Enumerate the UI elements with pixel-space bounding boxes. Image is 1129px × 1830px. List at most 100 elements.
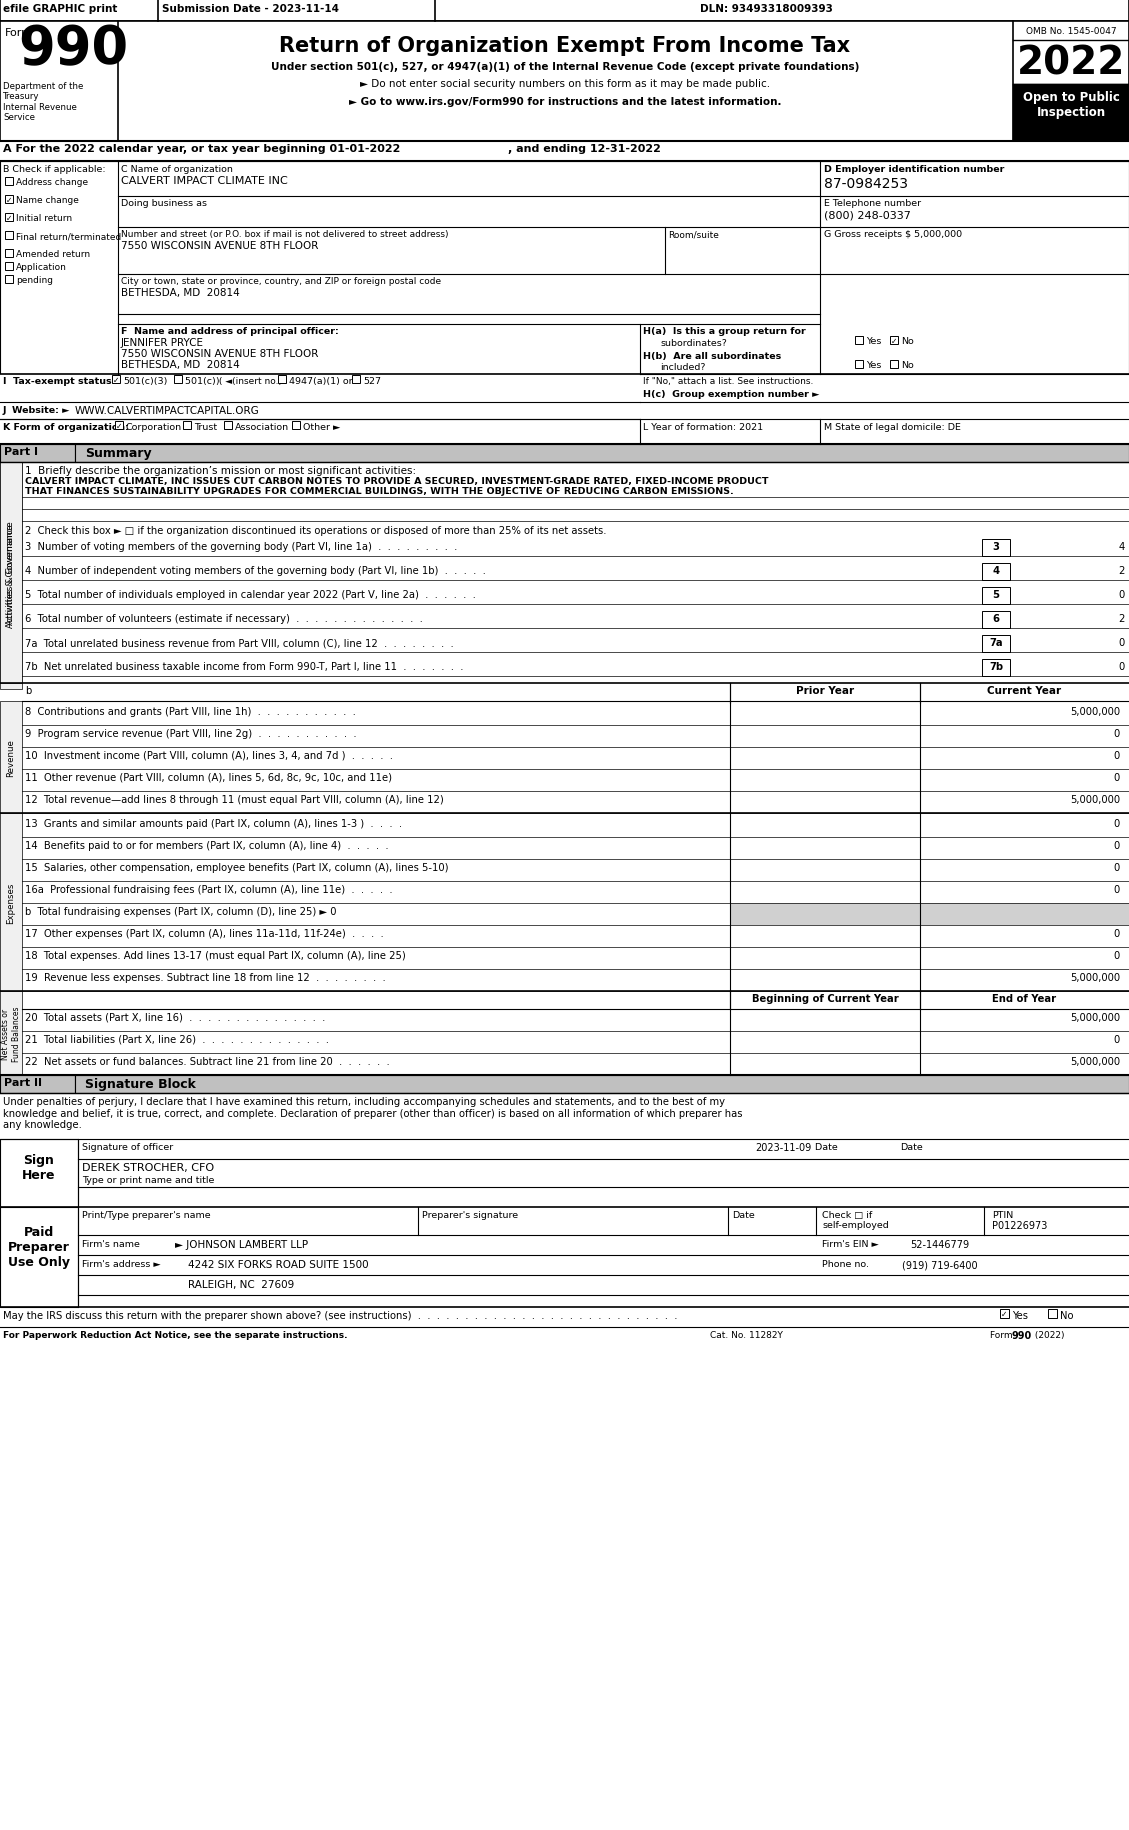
- Text: Form: Form: [990, 1330, 1015, 1340]
- Bar: [1013, 84, 1129, 143]
- Text: 11  Other revenue (Part VIII, column (A), lines 5, 6d, 8c, 9c, 10c, and 11e): 11 Other revenue (Part VIII, column (A),…: [25, 772, 392, 783]
- Bar: [0, 445, 75, 463]
- Text: Expenses: Expenses: [7, 882, 16, 922]
- Text: H(c)  Group exemption number ►: H(c) Group exemption number ►: [644, 390, 820, 399]
- Text: ✓: ✓: [6, 196, 12, 205]
- Bar: [5, 264, 14, 271]
- Bar: [0, 992, 21, 1076]
- Text: 87-0984253: 87-0984253: [824, 178, 908, 190]
- Bar: [0, 463, 21, 690]
- Text: Name change: Name change: [16, 196, 79, 205]
- Text: Association: Association: [235, 423, 289, 432]
- Text: BETHESDA, MD  20814: BETHESDA, MD 20814: [121, 361, 239, 370]
- Text: 0: 0: [1113, 728, 1120, 739]
- Text: Part II: Part II: [5, 1078, 42, 1087]
- Text: H(a)  Is this a group return for: H(a) Is this a group return for: [644, 328, 806, 337]
- Text: Phone no.: Phone no.: [822, 1259, 869, 1268]
- Bar: [0, 161, 1129, 375]
- Text: 2  Check this box ► □ if the organization discontinued its operations or dispose: 2 Check this box ► □ if the organization…: [25, 525, 606, 536]
- Text: Signature of officer: Signature of officer: [82, 1142, 173, 1151]
- Text: Yes: Yes: [866, 361, 882, 370]
- Bar: [0, 1140, 78, 1208]
- Text: L Year of formation: 2021: L Year of formation: 2021: [644, 423, 763, 432]
- Text: (919) 719-6400: (919) 719-6400: [902, 1259, 978, 1270]
- Text: pending: pending: [16, 276, 53, 285]
- Text: 16a  Professional fundraising fees (Part IX, column (A), line 11e)  .  .  .  .  : 16a Professional fundraising fees (Part …: [25, 884, 393, 895]
- Text: Submission Date - 2023-11-14: Submission Date - 2023-11-14: [161, 4, 339, 15]
- Text: (800) 248-0337: (800) 248-0337: [824, 210, 911, 220]
- Text: Corporation: Corporation: [126, 423, 182, 432]
- Text: 2: 2: [1119, 613, 1124, 624]
- Text: 5  Total number of individuals employed in calendar year 2022 (Part V, line 2a) : 5 Total number of individuals employed i…: [25, 589, 476, 600]
- Text: 5,000,000: 5,000,000: [1070, 972, 1120, 983]
- Text: 4: 4: [1119, 542, 1124, 551]
- Text: ✓: ✓: [1001, 1308, 1008, 1318]
- Text: Yes: Yes: [866, 337, 882, 346]
- Text: Other ►: Other ►: [303, 423, 340, 432]
- Bar: [982, 611, 1010, 630]
- Bar: [0, 814, 21, 992]
- Text: End of Year: End of Year: [992, 994, 1057, 1003]
- Text: subordinates?: subordinates?: [660, 339, 727, 348]
- Text: Firm's name: Firm's name: [82, 1239, 140, 1248]
- Text: 990: 990: [1012, 1330, 1032, 1340]
- Text: ► Do not enter social security numbers on this form as it may be made public.: ► Do not enter social security numbers o…: [360, 79, 770, 90]
- Bar: [0, 0, 1129, 22]
- Text: M State of legal domicile: DE: M State of legal domicile: DE: [824, 423, 961, 432]
- Text: No: No: [1060, 1310, 1074, 1319]
- Text: 7b: 7b: [989, 662, 1003, 672]
- Text: A For the 2022 calendar year, or tax year beginning 01-01-2022: A For the 2022 calendar year, or tax yea…: [3, 145, 401, 154]
- Text: (2022): (2022): [1032, 1330, 1065, 1340]
- Bar: [0, 143, 1129, 161]
- Bar: [112, 375, 120, 384]
- Text: ✓: ✓: [891, 337, 898, 346]
- Text: G Gross receipts $ 5,000,000: G Gross receipts $ 5,000,000: [824, 231, 962, 240]
- Text: 0: 0: [1113, 772, 1120, 783]
- Text: Department of the
Treasury
Internal Revenue
Service: Department of the Treasury Internal Reve…: [3, 82, 84, 123]
- Text: 13  Grants and similar amounts paid (Part IX, column (A), lines 1-3 )  .  .  .  : 13 Grants and similar amounts paid (Part…: [25, 818, 402, 829]
- Bar: [5, 196, 14, 203]
- Text: 5,000,000: 5,000,000: [1070, 794, 1120, 805]
- Text: 12  Total revenue—add lines 8 through 11 (must equal Part VIII, column (A), line: 12 Total revenue—add lines 8 through 11 …: [25, 794, 444, 805]
- Bar: [0, 1208, 78, 1307]
- Text: 2023-11-09: 2023-11-09: [755, 1142, 812, 1153]
- Text: )  ◄(insert no.): ) ◄(insert no.): [216, 377, 282, 386]
- Bar: [174, 375, 182, 384]
- Text: Firm's EIN ►: Firm's EIN ►: [822, 1239, 878, 1248]
- Text: b  Total fundraising expenses (Part IX, column (D), line 25) ► 0: b Total fundraising expenses (Part IX, c…: [25, 906, 336, 917]
- Text: 5: 5: [992, 589, 999, 600]
- Text: Check □ if: Check □ if: [822, 1210, 873, 1219]
- Text: 0: 0: [1113, 1034, 1120, 1045]
- Text: Sign
Here: Sign Here: [23, 1153, 55, 1182]
- Bar: [0, 375, 1129, 445]
- Text: 0: 0: [1119, 637, 1124, 648]
- Bar: [352, 375, 360, 384]
- Bar: [278, 375, 286, 384]
- Text: Initial return: Initial return: [16, 214, 72, 223]
- Text: 15  Salaries, other compensation, employee benefits (Part IX, column (A), lines : 15 Salaries, other compensation, employe…: [25, 862, 448, 873]
- Text: May the IRS discuss this return with the preparer shown above? (see instructions: May the IRS discuss this return with the…: [3, 1310, 677, 1319]
- Text: E Telephone number: E Telephone number: [824, 199, 921, 209]
- Text: Open to Public
Inspection: Open to Public Inspection: [1023, 92, 1120, 119]
- Text: ✓: ✓: [116, 421, 122, 430]
- Text: 2022: 2022: [1017, 44, 1126, 82]
- Text: JENNIFER PRYCE: JENNIFER PRYCE: [121, 339, 204, 348]
- Text: 7550 WISCONSIN AVENUE 8TH FLOOR: 7550 WISCONSIN AVENUE 8TH FLOOR: [121, 350, 318, 359]
- Text: 4242 SIX FORKS ROAD SUITE 1500: 4242 SIX FORKS ROAD SUITE 1500: [189, 1259, 369, 1270]
- Text: P01226973: P01226973: [992, 1221, 1048, 1230]
- Text: 4: 4: [992, 565, 999, 576]
- Text: 5,000,000: 5,000,000: [1070, 1012, 1120, 1023]
- Text: ✓: ✓: [6, 214, 12, 223]
- Text: No: No: [901, 361, 913, 370]
- Text: 5,000,000: 5,000,000: [1070, 706, 1120, 717]
- Bar: [982, 635, 1010, 653]
- Text: C Name of organization: C Name of organization: [121, 165, 233, 174]
- Text: 501(c) (: 501(c) (: [185, 377, 222, 386]
- Text: efile GRAPHIC print: efile GRAPHIC print: [3, 4, 117, 15]
- Bar: [292, 421, 300, 430]
- Text: RALEIGH, NC  27609: RALEIGH, NC 27609: [189, 1279, 295, 1290]
- Text: OMB No. 1545-0047: OMB No. 1545-0047: [1025, 27, 1117, 37]
- Text: Yes: Yes: [1012, 1310, 1029, 1319]
- Text: 4947(a)(1) or: 4947(a)(1) or: [289, 377, 352, 386]
- Text: 0: 0: [1119, 589, 1124, 600]
